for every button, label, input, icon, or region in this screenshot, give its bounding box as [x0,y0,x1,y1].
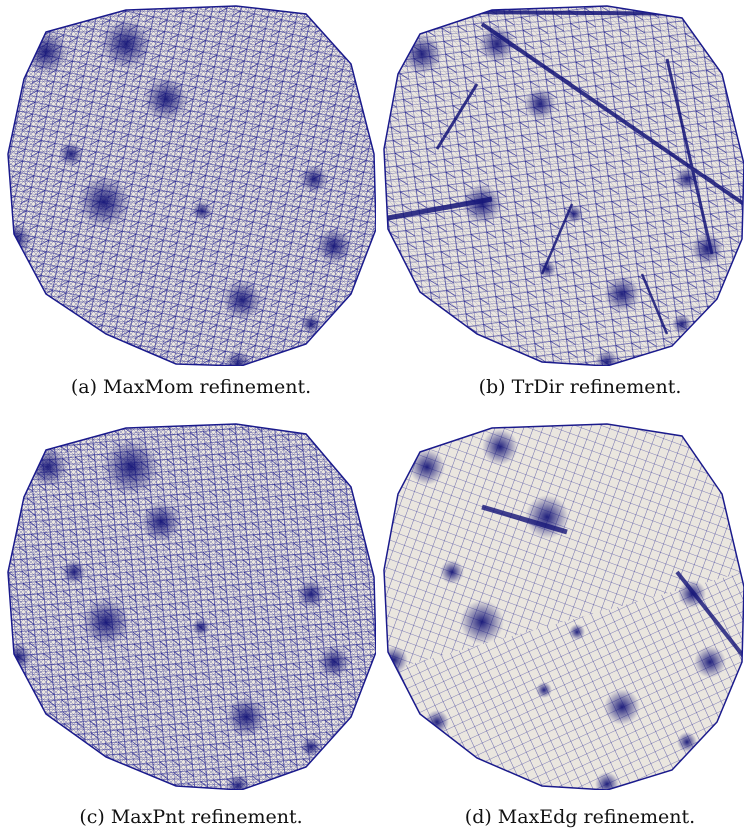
mesh-plot-d [383,423,744,790]
panel-b [382,4,744,366]
caption-c: (c) MaxPnt refinement. [79,806,303,828]
caption-b: (b) TrDir refinement. [478,376,682,398]
mesh-plot-b [383,5,744,366]
refinement-cluster [24,30,68,74]
mesh-plot-c [7,423,376,790]
refinement-streak [480,22,744,206]
panel-c [6,422,376,790]
panel-d [382,422,744,790]
caption-a: (a) MaxMom refinement. [70,376,312,398]
caption-d: (d) MaxEdg refinement. [464,806,696,828]
panel-a [6,4,376,366]
mesh-plot-a [7,5,376,366]
